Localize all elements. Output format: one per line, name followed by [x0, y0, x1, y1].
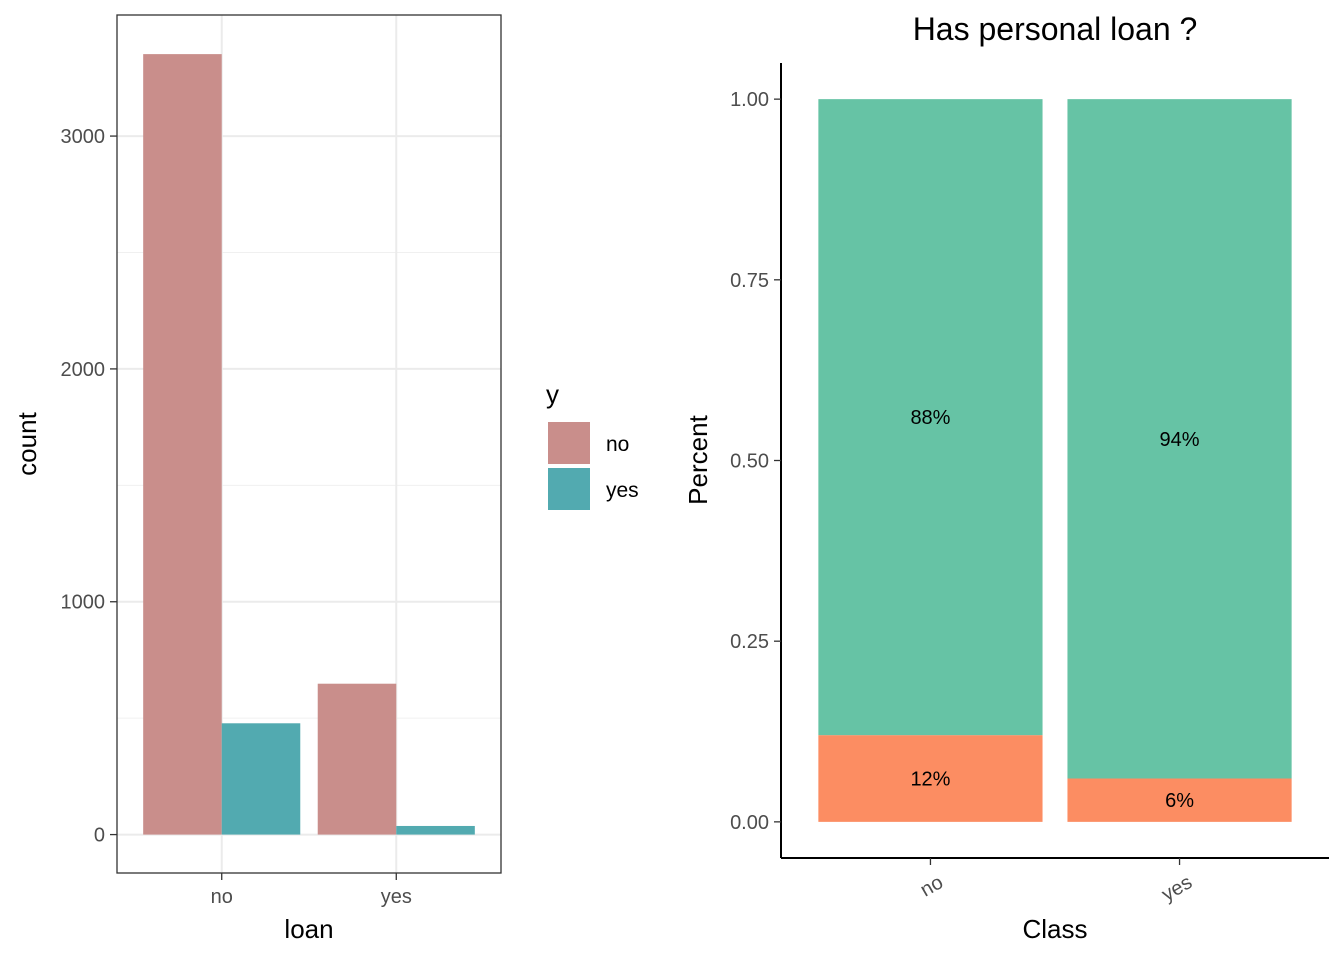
stack-no-yes — [818, 735, 1043, 822]
left-panel-border — [116, 14, 502, 874]
left-x-axis-title: loan — [284, 914, 333, 944]
stack-yes-no — [1067, 99, 1292, 779]
y-tick-label: 0.50 — [730, 451, 769, 473]
y-tick-label: 1.00 — [730, 89, 769, 111]
legend: y no yes — [546, 379, 639, 510]
y-tick-label: 0.25 — [730, 631, 769, 653]
left-bars — [143, 54, 475, 835]
bar-yes-no — [317, 683, 397, 835]
data-label: 88% — [910, 407, 950, 429]
y-tick-label: 0.75 — [730, 270, 769, 292]
legend-label-no: no — [606, 433, 629, 456]
y-tick-label: 0.00 — [730, 812, 769, 834]
right-y-axis-title: Percent — [683, 414, 713, 504]
right-x-axis-title: Class — [1022, 914, 1087, 944]
percent-by-class-chart: Has personal loan ? 12% 88% 6% 94% 0.00 0.25… — [683, 11, 1329, 944]
count-by-loan-chart: 0 1000 2000 3000 no yes loan count — [12, 14, 502, 944]
bar-no-no — [143, 54, 222, 835]
x-tick-label: yes — [381, 886, 412, 908]
stack-yes-yes — [1067, 778, 1292, 822]
left-x-axis: no yes — [211, 873, 412, 908]
stack-no-no — [818, 99, 1043, 736]
legend-title: y — [546, 379, 559, 409]
left-y-axis-title: count — [12, 411, 42, 475]
legend-key-yes — [548, 468, 590, 510]
y-tick-label: 1000 — [61, 592, 106, 614]
y-tick-label: 3000 — [61, 126, 106, 148]
data-label: 6% — [1165, 790, 1194, 812]
bar-no-yes — [221, 723, 301, 835]
right-y-axis: 0.00 0.25 0.50 0.75 1.00 — [730, 89, 781, 834]
legend-label-yes: yes — [606, 479, 639, 502]
data-label: 94% — [1160, 429, 1200, 451]
x-tick-label: no — [211, 886, 233, 908]
y-tick-label: 2000 — [61, 359, 106, 381]
right-bar-labels: 12% 88% 6% 94% — [910, 407, 1199, 812]
legend-key-no — [548, 422, 590, 464]
y-tick-label: 0 — [94, 825, 105, 847]
data-label: 12% — [910, 769, 950, 791]
right-bars — [818, 99, 1292, 822]
right-chart-title: Has personal loan ? — [913, 11, 1198, 47]
left-y-axis: 0 1000 2000 3000 — [61, 126, 117, 847]
bar-yes-yes — [396, 825, 475, 835]
